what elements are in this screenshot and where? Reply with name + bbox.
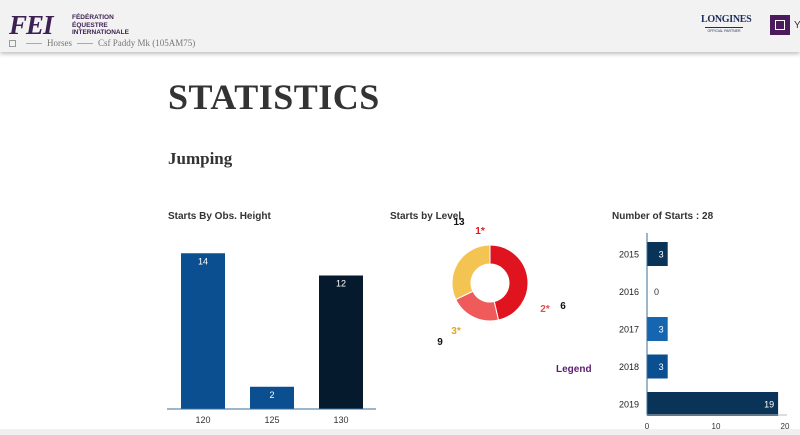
breadcrumb-separator xyxy=(77,42,93,44)
user-menu-button[interactable] xyxy=(770,15,790,35)
breadcrumb-item-horses[interactable]: Horses xyxy=(47,38,72,48)
bar-value-label: 14 xyxy=(198,256,208,266)
section-title: Jumping xyxy=(168,149,233,168)
x-tick-label: 10 xyxy=(712,422,721,431)
y-tick-label: 2017 xyxy=(619,325,639,335)
fei-logo-text: FÉDÉRATION ÉQUESTRE INTERNATIONALE xyxy=(72,14,129,37)
sponsor-name: LONGINES xyxy=(701,14,752,25)
slice-label: 1* xyxy=(475,226,485,237)
starts-by-year-bar-chart: 2015 3 2016 0 2017 3 2018 3 2019 19 0 10 20 xyxy=(619,233,790,431)
y-tick-label: 2018 xyxy=(619,362,639,372)
slice-value-label: 9 xyxy=(437,337,443,348)
logo-line: FÉDÉRATION xyxy=(72,14,114,21)
chart-title-level: Starts by Level xyxy=(390,211,462,222)
x-tick-label: 120 xyxy=(195,415,210,425)
obs-height-bar-chart: 14 120 2 125 12 130 xyxy=(167,253,376,425)
donut-slice xyxy=(451,244,491,301)
bar xyxy=(647,392,779,416)
bar xyxy=(250,386,294,409)
x-tick-label: 125 xyxy=(264,415,279,425)
logo-line: INTERNATIONALE xyxy=(72,29,129,36)
top-header: FEI FÉDÉRATION ÉQUESTRE INTERNATIONALE H… xyxy=(0,0,800,52)
chart-title-starts: Number of Starts : 28 xyxy=(612,211,714,222)
level-donut-chart: 1* 2* 3* 13 6 9 Legend xyxy=(437,217,592,375)
footer-edge xyxy=(0,429,800,435)
logo-line: ÉQUESTRE xyxy=(72,21,108,29)
breadcrumb: Horses Csf Paddy Mk (105AM75) xyxy=(9,38,195,48)
bar-value-label: 3 xyxy=(659,325,664,335)
fei-logo-mark: FEI xyxy=(9,10,54,40)
breadcrumb-separator xyxy=(26,42,42,44)
slice-label: 3* xyxy=(451,326,461,337)
slice-label: 2* xyxy=(540,304,550,315)
bar xyxy=(647,317,668,341)
x-tick-label: 20 xyxy=(781,422,790,431)
y-tick-label: 2019 xyxy=(619,400,639,410)
bar xyxy=(647,242,668,266)
slice-value-label: 13 xyxy=(453,217,465,228)
y-tick-label: 2015 xyxy=(619,250,639,260)
sponsor-tag: OFFICIAL PARTNER xyxy=(707,29,741,33)
legend-label: Legend xyxy=(556,364,592,375)
bar-value-label: 19 xyxy=(764,400,774,410)
sponsor-logo[interactable]: LONGINES OFFICIAL PARTNER xyxy=(701,14,752,33)
y-tick-label: 2016 xyxy=(619,287,639,297)
chart-title-obs-height: Starts By Obs. Height xyxy=(168,211,271,222)
bar-value-label: 12 xyxy=(336,279,346,289)
user-initial: Y xyxy=(794,20,800,31)
bar xyxy=(647,354,668,379)
page-title: STATISTICS xyxy=(168,77,380,117)
home-icon[interactable] xyxy=(9,39,16,47)
bar-value-label: 2 xyxy=(269,390,274,400)
user-icon xyxy=(775,20,785,30)
breadcrumb-item-horse[interactable]: Csf Paddy Mk (105AM75) xyxy=(98,38,196,48)
x-tick-label: 130 xyxy=(333,415,348,425)
bar xyxy=(181,253,225,409)
bar-value-label: 3 xyxy=(659,362,664,372)
fei-logo[interactable]: FEI FÉDÉRATION ÉQUESTRE INTERNATIONALE xyxy=(9,10,159,40)
slice-value-label: 6 xyxy=(560,301,566,312)
sponsor-divider xyxy=(705,27,743,28)
bar-value-label: 0 xyxy=(654,287,659,297)
bar xyxy=(319,275,363,409)
donut-slice xyxy=(489,244,529,321)
bar-value-label: 3 xyxy=(659,250,664,260)
x-tick-label: 0 xyxy=(645,422,650,431)
